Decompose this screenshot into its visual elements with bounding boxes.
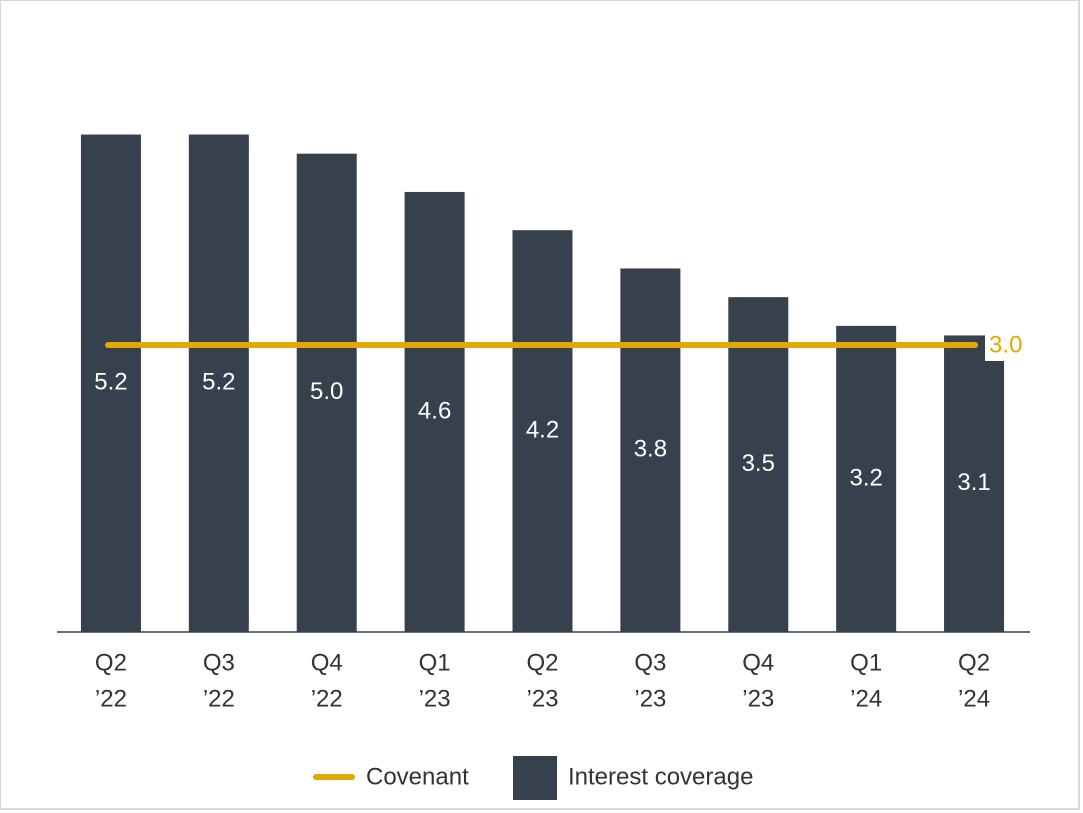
x-tick-label: ’24	[850, 685, 882, 712]
x-tick-label: ’22	[311, 685, 343, 712]
covenant-label-bg	[985, 329, 1032, 361]
legend-label: Covenant	[366, 763, 469, 790]
bar	[404, 191, 465, 632]
bar	[620, 268, 681, 632]
data-label: 3.5	[742, 450, 775, 477]
data-label: 3.8	[634, 436, 667, 463]
bar	[944, 335, 1005, 632]
x-tick-label: ’23	[526, 685, 558, 712]
bar	[836, 325, 897, 632]
x-tick-label: Q4	[311, 649, 343, 676]
x-tick-label: Q3	[203, 649, 235, 676]
x-tick-label: ’24	[958, 685, 990, 712]
x-tick-label: Q2	[95, 649, 127, 676]
x-tick-label: Q2	[958, 649, 990, 676]
x-tick-label: Q4	[742, 649, 774, 676]
x-tick-label: Q1	[850, 649, 882, 676]
data-label: 5.2	[202, 369, 235, 396]
x-tick-label: ’23	[419, 685, 451, 712]
x-tick-label: ’22	[95, 685, 127, 712]
bar	[512, 230, 573, 632]
bar	[188, 134, 249, 633]
bar	[80, 134, 141, 633]
x-tick-label: ’23	[742, 685, 774, 712]
x-tick-label: ’23	[634, 685, 666, 712]
data-label: 3.1	[957, 469, 990, 496]
x-tick-label: Q3	[634, 649, 666, 676]
x-tick-label: Q1	[419, 649, 451, 676]
x-tick-label: ’22	[203, 685, 235, 712]
bar	[728, 297, 789, 632]
covenant-label: 3.0	[989, 331, 1022, 358]
data-label: 5.0	[310, 378, 343, 405]
legend-label: Interest coverage	[568, 763, 753, 790]
data-label: 5.2	[94, 369, 127, 396]
data-label: 4.2	[526, 416, 559, 443]
legend-swatch	[513, 756, 557, 800]
data-label: 4.6	[418, 397, 451, 424]
data-label: 3.2	[849, 464, 882, 491]
x-tick-label: Q2	[526, 649, 558, 676]
bar	[296, 153, 357, 632]
